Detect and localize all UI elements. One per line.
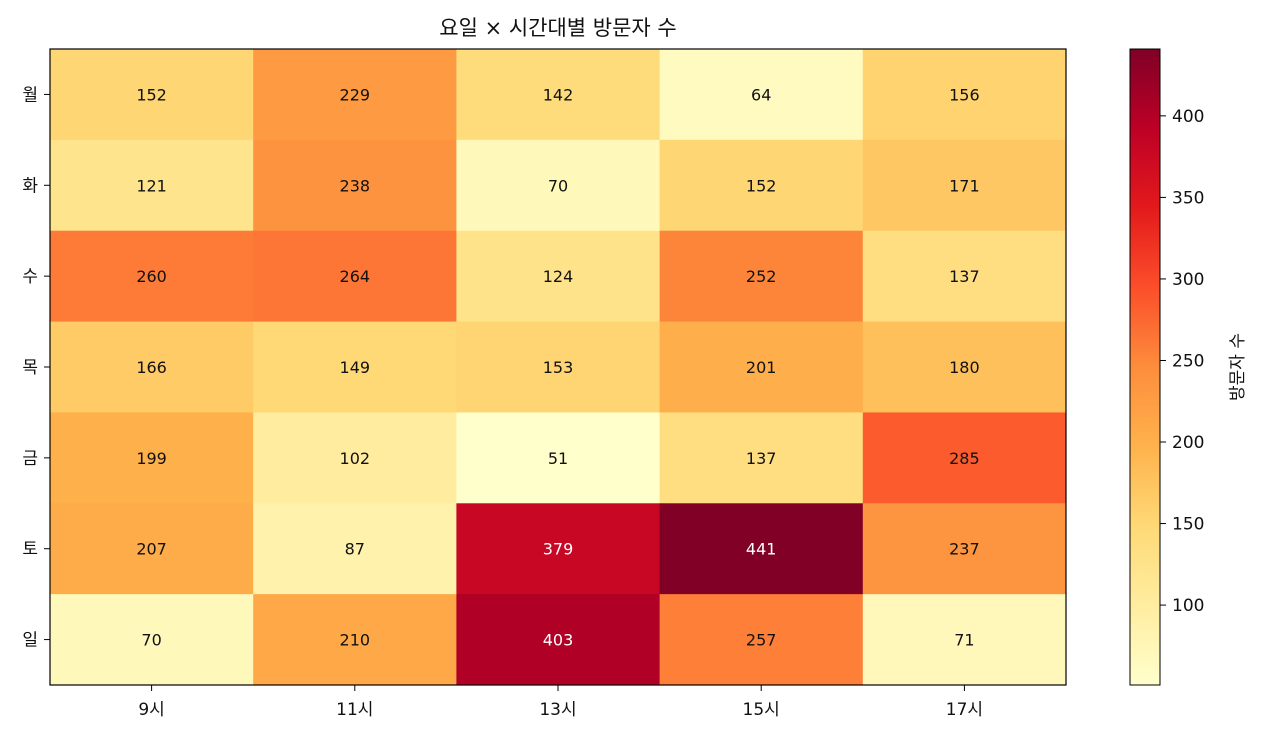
heatmap-cell [456, 230, 661, 323]
heatmap-cell [253, 230, 457, 323]
colorbar-axis: 100 150 200 250 300 350 400 [1160, 107, 1204, 616]
cell-value-label: 210 [340, 631, 371, 650]
cell-value-label: 260 [136, 267, 167, 286]
x-tick-label: 11시 [336, 700, 373, 720]
cell-value-label: 153 [543, 358, 574, 377]
colorbar-tick-label: 250 [1172, 351, 1204, 371]
colorbar [1129, 48, 1161, 686]
y-tick-label: 화 [22, 176, 38, 196]
heatmap-cell [50, 412, 254, 504]
heatmap-cell [456, 321, 661, 413]
cell-value-label: 71 [954, 631, 974, 650]
cell-value-label: 171 [949, 176, 980, 195]
cell-value-label: 102 [340, 449, 371, 468]
cell-value-label: 124 [543, 267, 574, 286]
heatmap-cell [659, 49, 864, 141]
cell-value-label: 199 [136, 449, 167, 468]
cell-value-label: 149 [340, 358, 371, 377]
cell-value-label: 142 [543, 85, 574, 104]
heatmap-cell [862, 230, 1067, 323]
colorbar-tick-label: 300 [1172, 270, 1204, 290]
colorbar-tick-label: 200 [1172, 433, 1204, 453]
y-tick-label: 토 [22, 540, 38, 560]
heatmap-cell [253, 412, 457, 504]
heatmap-cell [659, 503, 864, 595]
cell-value-label: 152 [746, 176, 777, 195]
heatmap-cell [50, 594, 254, 686]
chart-title: 요일 × 시간대별 방문자 수 [439, 16, 677, 40]
y-tick-label: 금 [22, 449, 38, 469]
heatmap-cell [50, 230, 254, 323]
heatmap-cell [862, 594, 1067, 686]
cell-value-label: 121 [136, 176, 167, 195]
heatmap-cell [253, 49, 457, 141]
heatmap-cell [456, 503, 661, 595]
cell-value-label: 180 [949, 358, 980, 377]
y-tick-label: 월 [22, 85, 38, 105]
colorbar-label: 방문자 수 [1228, 333, 1248, 401]
heatmap-cell [659, 139, 864, 232]
y-tick-label: 일 [22, 631, 38, 651]
heatmap-cell [456, 139, 661, 232]
cell-value-label: 166 [136, 358, 167, 377]
cell-value-label: 51 [548, 449, 568, 468]
heatmap-cell [659, 412, 864, 504]
cell-value-label: 237 [949, 540, 980, 559]
colorbar-tick-label: 350 [1172, 188, 1204, 208]
cell-value-label: 264 [340, 267, 371, 286]
cell-value-label: 229 [340, 85, 371, 104]
heatmap-cell [659, 321, 864, 413]
heatmap-cell [456, 49, 661, 141]
cell-value-label: 70 [548, 176, 568, 195]
cell-value-label: 441 [746, 540, 777, 559]
cell-value-label: 64 [751, 85, 771, 104]
cell-value-label: 156 [949, 85, 980, 104]
heatmap-cell [862, 503, 1067, 595]
heatmap-cell [253, 503, 457, 595]
colorbar-tick-label: 400 [1172, 107, 1204, 127]
heatmap-cell [862, 412, 1067, 504]
colorbar-tick-label: 100 [1172, 596, 1204, 616]
heatmap-cell [50, 321, 254, 413]
cell-value-label: 137 [949, 267, 980, 286]
cell-value-label: 201 [746, 358, 777, 377]
cell-value-label: 252 [746, 267, 777, 286]
x-tick-label: 9시 [138, 700, 164, 720]
heatmap-cell [456, 594, 661, 686]
heatmap-cell [659, 594, 864, 686]
y-tick-label: 목 [22, 358, 38, 378]
cell-value-label: 152 [136, 85, 167, 104]
heatmap-cell [659, 230, 864, 323]
heatmap-cell [50, 139, 254, 232]
heatmap-cell [456, 412, 661, 504]
cell-value-label: 285 [949, 449, 980, 468]
heatmap-cell [50, 503, 254, 595]
heatmap-cell [253, 594, 457, 686]
cell-value-label: 257 [746, 631, 777, 650]
cell-value-label: 137 [746, 449, 777, 468]
x-tick-label: 17시 [946, 700, 983, 720]
y-tick-label: 수 [22, 267, 38, 287]
heatmap-cells: 152 229 142 64 156 121 238 70 152 171 260 264 124 252… [50, 49, 1067, 686]
colorbar-tick-label: 150 [1172, 515, 1204, 535]
cell-value-label: 403 [543, 631, 574, 650]
x-tick-label: 15시 [743, 700, 780, 720]
heatmap-cell [253, 139, 457, 232]
cell-value-label: 207 [136, 540, 167, 559]
heatmap-cell [862, 139, 1067, 232]
heatmap-cell [50, 49, 254, 141]
x-tick-label: 13시 [539, 700, 576, 720]
heatmap-cell [862, 321, 1067, 413]
heatmap-cell [862, 49, 1067, 141]
cell-value-label: 379 [543, 540, 574, 559]
heatmap-cell [253, 321, 457, 413]
cell-value-label: 238 [340, 176, 371, 195]
cell-value-label: 70 [141, 631, 161, 650]
x-axis: 9시 11시 13시 15시 17시 [138, 685, 983, 720]
cell-value-label: 87 [345, 540, 365, 559]
